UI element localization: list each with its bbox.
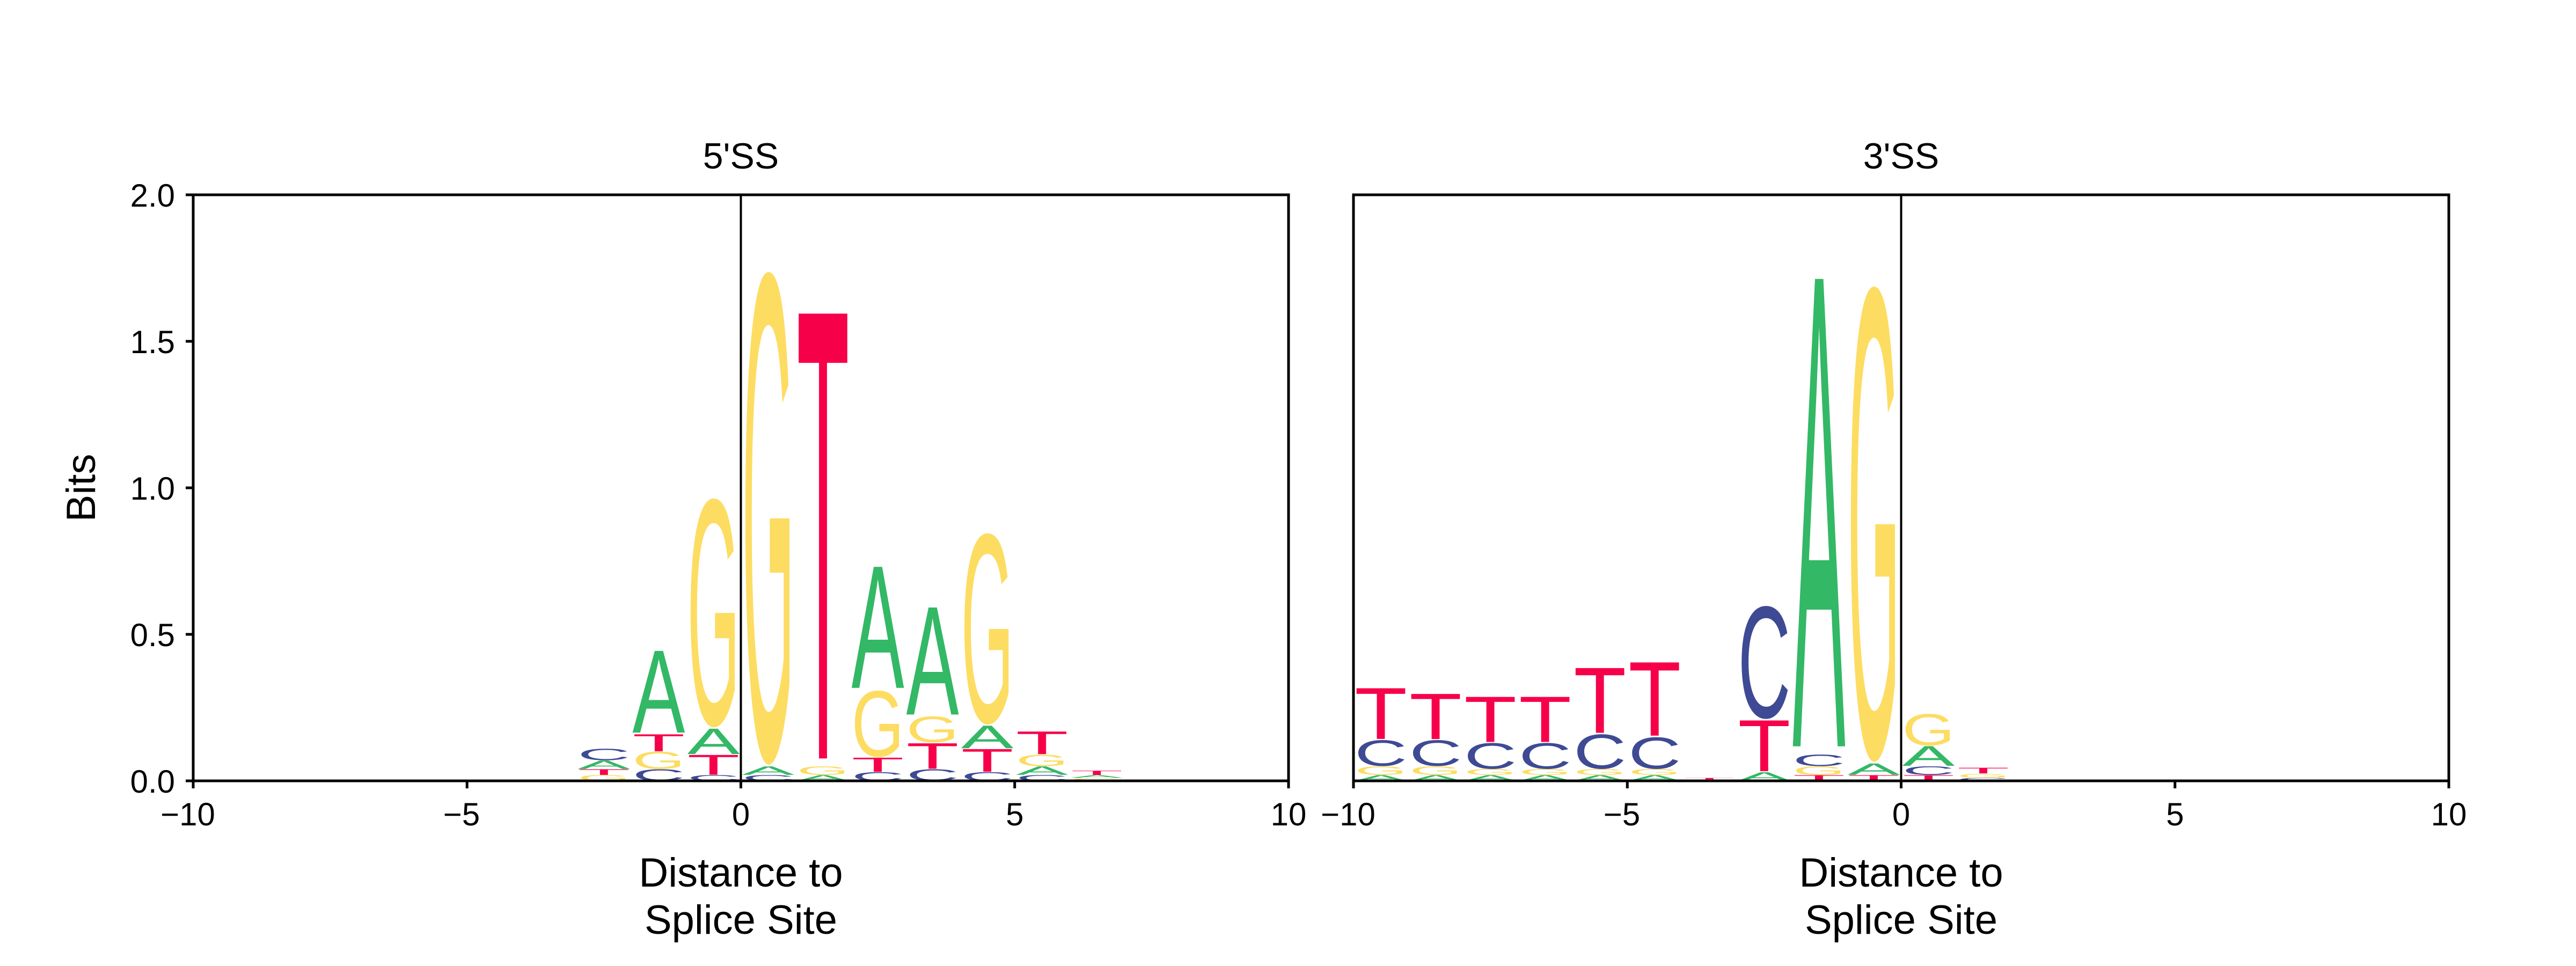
x-tick-label: 10 xyxy=(1271,796,1307,832)
logo-letter-c: C xyxy=(1738,573,1790,751)
logo-letter-t: T xyxy=(1957,766,2010,775)
logo-letter-a: A xyxy=(1792,131,1846,890)
x-tick-label: −5 xyxy=(443,796,480,832)
x-ticks: −10 −5 0 5 10 xyxy=(1321,781,2467,832)
x-tick-label: −5 xyxy=(1604,796,1640,832)
x-ticks: −10 −5 0 5 10 xyxy=(160,781,1306,832)
logo-letter-t: T xyxy=(1628,640,1681,759)
x-tick-label: 0 xyxy=(732,796,750,832)
x-tick-label: 5 xyxy=(1006,796,1023,832)
x-axis-label-line1: Distance to xyxy=(1799,850,2003,896)
letters: GTACCGTACTAG CAG AGT CTGACTGACTAG CAGTGAT xyxy=(577,129,1123,906)
logo-letter-a: A xyxy=(906,574,959,748)
logo-letter-t: T xyxy=(1409,680,1462,753)
logo-letter-t: T xyxy=(1683,778,1736,780)
panel-title: 3'SS xyxy=(1863,136,1940,177)
logo-letter-t: T xyxy=(1071,770,1123,777)
logo-letter-g: G xyxy=(961,478,1014,779)
logo-letter-g: G xyxy=(687,432,740,793)
logo-letter-c: C xyxy=(577,745,630,764)
y-axis-label: Bits xyxy=(58,454,104,522)
y-tick-label: 1.0 xyxy=(130,471,175,507)
y-tick-label: 0.5 xyxy=(130,617,175,653)
logo-letter-g: G xyxy=(1847,148,1900,898)
logo-letter-a: A xyxy=(632,625,685,758)
x-tick-label: −10 xyxy=(1321,796,1375,832)
panel-title: 5'SS xyxy=(703,136,779,177)
x-axis-label-line2: Splice Site xyxy=(645,897,837,943)
x-tick-label: 10 xyxy=(2431,796,2467,832)
logo-letter-t: T xyxy=(1519,683,1571,756)
logo-letter-a: A xyxy=(852,529,904,726)
x-tick-label: 5 xyxy=(2166,796,2184,832)
logo-letter-t: T xyxy=(1355,672,1407,755)
logo-letter-t: T xyxy=(1574,648,1626,753)
y-tick-label: 0.0 xyxy=(130,764,175,800)
y-ticks: 0.0 0.5 1.0 1.5 2.0 xyxy=(130,178,193,800)
x-axis-label-line1: Distance to xyxy=(639,850,843,896)
logo-letter-t: T xyxy=(1464,683,1517,756)
x-tick-label: 0 xyxy=(1892,796,1910,832)
x-axis-label-line2: Splice Site xyxy=(1805,897,1997,943)
y-tick-label: 2.0 xyxy=(130,178,175,214)
logo-letter-t: T xyxy=(1016,724,1069,761)
x-tick-label: −10 xyxy=(160,796,215,832)
logo-letter-g: G xyxy=(1902,704,1955,755)
logo-letter-g: G xyxy=(742,129,795,906)
logo-letter-t: T xyxy=(797,174,850,896)
y-tick-label: 1.5 xyxy=(130,324,175,360)
